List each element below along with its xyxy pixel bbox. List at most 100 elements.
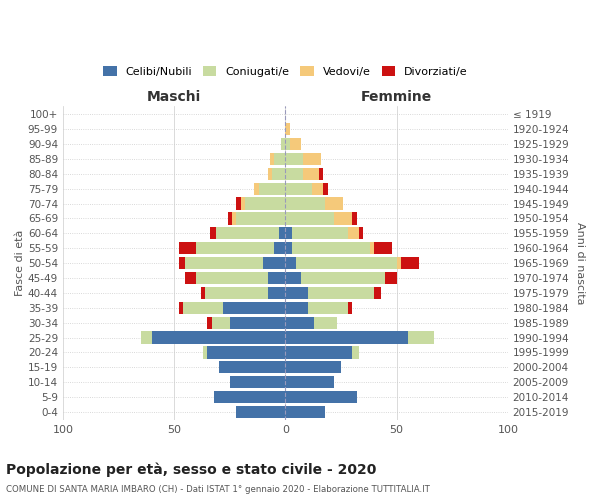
Bar (286, 168, 303, 180)
Bar (286, 332, 408, 344)
Bar (286, 272, 301, 284)
Bar (245, 198, 286, 209)
Bar (196, 272, 286, 284)
Bar (218, 361, 286, 374)
Bar (201, 287, 286, 299)
Bar (286, 316, 314, 328)
Bar (268, 168, 286, 180)
Bar (141, 332, 286, 344)
Bar (286, 406, 325, 418)
Bar (286, 242, 292, 254)
Bar (286, 257, 401, 269)
Bar (286, 227, 359, 239)
Bar (227, 212, 286, 224)
Bar (185, 257, 286, 269)
Bar (286, 332, 434, 344)
Bar (286, 272, 385, 284)
Bar (214, 391, 286, 403)
Text: Popolazione per età, sesso e stato civile - 2020: Popolazione per età, sesso e stato civil… (6, 462, 376, 477)
Bar (152, 332, 286, 344)
Bar (286, 376, 334, 388)
Bar (286, 316, 337, 328)
Bar (286, 182, 312, 195)
Bar (286, 138, 301, 150)
Bar (141, 332, 286, 344)
Bar (286, 391, 356, 403)
Bar (286, 361, 341, 374)
Bar (286, 212, 334, 224)
Bar (281, 138, 286, 150)
Bar (286, 302, 352, 314)
Bar (286, 198, 343, 209)
Bar (196, 242, 286, 254)
Bar (230, 376, 286, 388)
Bar (286, 332, 434, 344)
Bar (286, 227, 347, 239)
Bar (203, 346, 286, 358)
Bar (286, 227, 292, 239)
Bar (286, 406, 325, 418)
Bar (286, 257, 397, 269)
Bar (203, 346, 286, 358)
Bar (179, 302, 286, 314)
Bar (254, 182, 286, 195)
Bar (179, 257, 286, 269)
Bar (286, 153, 321, 165)
Bar (236, 212, 286, 224)
Bar (230, 376, 286, 388)
Bar (286, 182, 328, 195)
Bar (278, 227, 286, 239)
Bar (210, 227, 286, 239)
Bar (286, 391, 356, 403)
Bar (286, 332, 434, 344)
Bar (286, 376, 334, 388)
Bar (230, 376, 286, 388)
Bar (286, 138, 290, 150)
Bar (286, 346, 352, 358)
Bar (208, 346, 286, 358)
Bar (203, 346, 286, 358)
Bar (274, 242, 286, 254)
Bar (179, 242, 286, 254)
Bar (286, 242, 392, 254)
Bar (286, 316, 337, 328)
Bar (286, 361, 341, 374)
Bar (286, 272, 397, 284)
Bar (286, 302, 347, 314)
Bar (286, 376, 334, 388)
Bar (214, 391, 286, 403)
Bar (286, 346, 359, 358)
Bar (236, 198, 286, 209)
Bar (268, 272, 286, 284)
Bar (185, 272, 286, 284)
Bar (212, 316, 286, 328)
Bar (217, 227, 286, 239)
Bar (286, 406, 325, 418)
Bar (232, 212, 286, 224)
Bar (263, 257, 286, 269)
Bar (218, 361, 286, 374)
Bar (217, 227, 286, 239)
Bar (286, 287, 308, 299)
Bar (286, 123, 290, 135)
Bar (183, 302, 286, 314)
Bar (270, 153, 286, 165)
Bar (286, 168, 319, 180)
Bar (286, 212, 356, 224)
Bar (205, 287, 286, 299)
Bar (205, 287, 286, 299)
Bar (286, 346, 359, 358)
Text: Maschi: Maschi (147, 90, 201, 104)
Bar (286, 346, 359, 358)
Text: Femmine: Femmine (361, 90, 432, 104)
Bar (270, 153, 286, 165)
Bar (254, 182, 286, 195)
Bar (236, 406, 286, 418)
Bar (141, 332, 286, 344)
Bar (286, 198, 325, 209)
Bar (286, 182, 323, 195)
Bar (286, 302, 347, 314)
Bar (268, 168, 286, 180)
Bar (272, 168, 286, 180)
Bar (286, 406, 325, 418)
